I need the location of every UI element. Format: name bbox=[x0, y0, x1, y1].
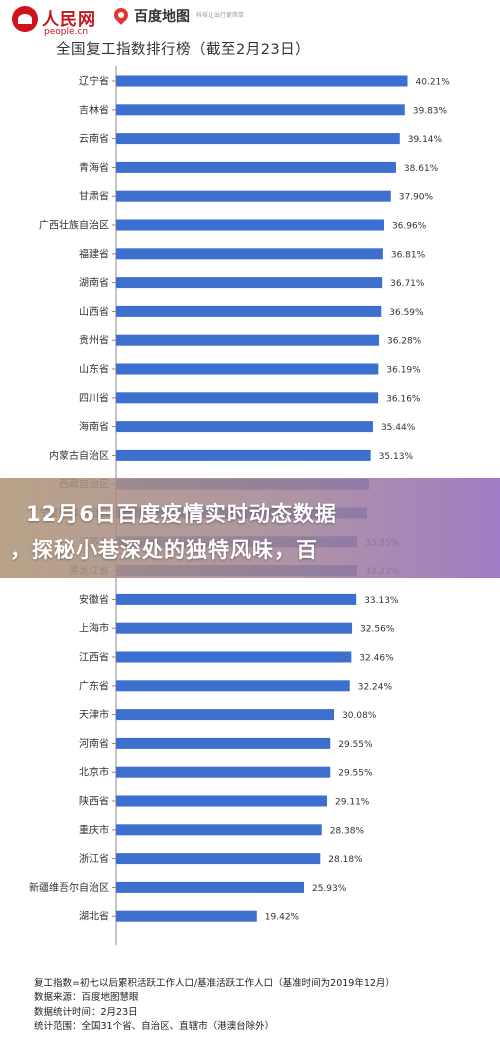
bar bbox=[116, 161, 396, 173]
bar bbox=[116, 392, 379, 404]
value-label: 30.08% bbox=[342, 711, 377, 721]
value-label: 25.93% bbox=[312, 884, 347, 894]
chart-title: 全国复工指数排行榜（截至2月23日） bbox=[56, 42, 311, 58]
value-label: 35.13% bbox=[379, 452, 414, 462]
bar bbox=[116, 277, 383, 289]
note-line-scope: 统计范围：全国31个省、自治区、直辖市（港澳台除外） bbox=[34, 1021, 275, 1033]
value-label: 29.55% bbox=[338, 740, 373, 750]
value-label: 36.16% bbox=[386, 394, 421, 404]
bar bbox=[116, 766, 331, 778]
bar bbox=[116, 824, 322, 836]
category-label: 吉林省 bbox=[79, 103, 109, 116]
category-label: 重庆市 bbox=[79, 823, 109, 836]
value-label: 32.24% bbox=[358, 682, 393, 692]
value-label: 36.81% bbox=[391, 250, 426, 260]
category-label: 湖北省 bbox=[79, 910, 109, 923]
baidu-logo-slogan: 科技让出行更简单 bbox=[196, 12, 245, 19]
value-label: 28.38% bbox=[330, 826, 365, 836]
bar bbox=[116, 305, 382, 317]
category-label: 福建省 bbox=[79, 247, 109, 260]
people-logo-name: 人民网 bbox=[42, 10, 96, 30]
category-label: 云南省 bbox=[79, 132, 109, 145]
note-line-source: 数据来源：百度地图慧眼 bbox=[34, 992, 139, 1004]
category-label: 新疆维吾尔自治区 bbox=[29, 881, 109, 894]
value-label: 36.59% bbox=[389, 308, 424, 318]
value-label: 39.83% bbox=[413, 106, 448, 116]
headline-banner[interactable]: 12月6日百度疫情实时动态数据 ，探秘小巷深处的独特风味，百 bbox=[0, 478, 500, 578]
category-label: 安徽省 bbox=[79, 593, 109, 606]
bar bbox=[116, 248, 383, 260]
bar bbox=[116, 709, 335, 721]
category-label: 辽宁省 bbox=[79, 75, 109, 88]
category-label: 江西省 bbox=[79, 651, 109, 664]
bar bbox=[116, 334, 380, 346]
category-label: 广西壮族自治区 bbox=[39, 219, 109, 232]
value-label: 39.14% bbox=[408, 135, 443, 145]
category-label: 海南省 bbox=[79, 420, 109, 433]
value-label: 32.46% bbox=[359, 654, 394, 664]
map-pin-icon bbox=[111, 5, 131, 25]
category-label: 贵州省 bbox=[79, 334, 109, 347]
bar bbox=[116, 421, 373, 433]
category-label: 湖南省 bbox=[79, 276, 109, 289]
value-label: 36.28% bbox=[387, 337, 422, 347]
value-label: 40.21% bbox=[416, 78, 451, 88]
note-line-definition: 复工指数=初七以后累积活跃工作人口/基准活跃工作人口（基准时间为2019年12月… bbox=[34, 978, 395, 989]
banner-line-2: ，探秘小巷深处的独特风味，百 bbox=[10, 538, 318, 562]
bar bbox=[116, 680, 350, 692]
chart-notes: 复工指数=初七以后累积活跃工作人口/基准活跃工作人口（基准时间为2019年12月… bbox=[34, 977, 494, 1035]
category-label: 内蒙古自治区 bbox=[49, 449, 109, 462]
bar bbox=[116, 133, 400, 145]
category-label: 广东省 bbox=[79, 679, 109, 692]
bar bbox=[116, 593, 357, 605]
bar bbox=[116, 651, 352, 663]
bar bbox=[116, 219, 384, 231]
baidu-logo-name: 百度地图 bbox=[134, 9, 190, 25]
note-line-date: 数据统计时间：2月23日 bbox=[34, 1006, 138, 1018]
value-label: 35.44% bbox=[381, 423, 416, 433]
category-label: 北京市 bbox=[79, 766, 109, 779]
bar bbox=[116, 795, 328, 807]
bar bbox=[116, 104, 405, 116]
people-logo-domain: people.cn bbox=[44, 27, 89, 37]
value-label: 32.56% bbox=[360, 625, 395, 635]
value-label: 36.19% bbox=[386, 366, 421, 376]
category-label: 河南省 bbox=[79, 737, 109, 750]
category-label: 四川省 bbox=[79, 391, 109, 404]
people-daily-logo: 人民网 people.cn bbox=[12, 4, 104, 40]
banner-line-1: 12月6日百度疫情实时动态数据 bbox=[26, 502, 337, 526]
value-label: 19.42% bbox=[265, 913, 300, 923]
value-label: 33.13% bbox=[364, 596, 399, 606]
value-label: 29.55% bbox=[338, 769, 373, 779]
people-logo-icon bbox=[12, 6, 38, 32]
value-label: 38.61% bbox=[404, 164, 439, 174]
value-label: 36.71% bbox=[390, 279, 425, 289]
category-label: 天津市 bbox=[79, 708, 109, 721]
category-label: 上海市 bbox=[79, 622, 109, 635]
category-label: 陕西省 bbox=[79, 795, 109, 808]
value-label: 37.90% bbox=[399, 193, 434, 203]
value-label: 28.18% bbox=[328, 855, 363, 865]
bar bbox=[116, 190, 391, 202]
bar bbox=[116, 363, 379, 375]
bar bbox=[116, 622, 353, 634]
chart-header: 人民网 people.cn 百度地图 科技让出行更简单 全国复工指数排行榜（截至… bbox=[0, 0, 500, 66]
bar bbox=[116, 75, 408, 87]
category-label: 山西省 bbox=[79, 305, 109, 318]
bar bbox=[116, 910, 257, 922]
baidu-map-logo: 百度地图 科技让出行更简单 bbox=[111, 5, 284, 36]
bar-chart: 辽宁省 40.21% 吉林省 39.83% 云南省 39.14% 青海省 38.61% 甘肃省 3… bbox=[29, 66, 451, 945]
value-label: 36.96% bbox=[392, 222, 427, 232]
category-label: 浙江省 bbox=[79, 852, 109, 865]
category-label: 青海省 bbox=[79, 161, 109, 174]
value-label: 29.11% bbox=[335, 798, 370, 808]
bar bbox=[116, 853, 321, 865]
bar bbox=[116, 737, 331, 749]
bar bbox=[116, 449, 371, 461]
category-label: 山东省 bbox=[79, 363, 109, 376]
bar bbox=[116, 881, 304, 893]
category-label: 甘肃省 bbox=[79, 190, 109, 203]
